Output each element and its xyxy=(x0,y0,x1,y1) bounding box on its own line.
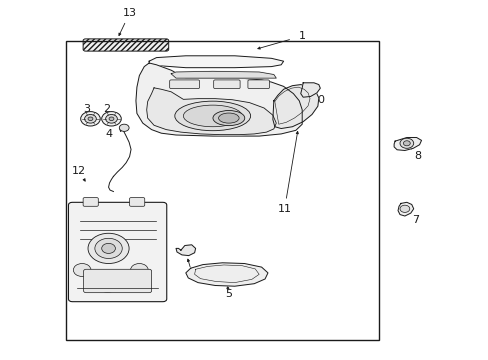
Text: 9: 9 xyxy=(163,82,169,92)
Polygon shape xyxy=(146,88,276,135)
FancyBboxPatch shape xyxy=(129,198,144,206)
Circle shape xyxy=(88,233,129,264)
Ellipse shape xyxy=(175,101,250,131)
Polygon shape xyxy=(393,138,421,150)
Polygon shape xyxy=(185,263,267,286)
Bar xyxy=(66,41,378,340)
FancyBboxPatch shape xyxy=(247,80,269,89)
Circle shape xyxy=(84,114,96,123)
Circle shape xyxy=(109,117,114,121)
Circle shape xyxy=(105,114,117,123)
Polygon shape xyxy=(149,56,283,68)
FancyBboxPatch shape xyxy=(213,80,240,89)
Text: 3: 3 xyxy=(83,104,90,114)
Circle shape xyxy=(267,83,275,89)
Text: 11: 11 xyxy=(277,204,291,214)
FancyBboxPatch shape xyxy=(83,198,98,206)
Circle shape xyxy=(95,238,122,258)
Text: 1: 1 xyxy=(298,31,305,41)
Text: 6: 6 xyxy=(189,272,196,282)
Polygon shape xyxy=(178,82,224,89)
FancyBboxPatch shape xyxy=(169,80,199,89)
Circle shape xyxy=(403,141,409,146)
Polygon shape xyxy=(171,71,276,78)
FancyBboxPatch shape xyxy=(68,202,166,302)
Circle shape xyxy=(73,264,91,276)
Polygon shape xyxy=(176,245,195,256)
Ellipse shape xyxy=(183,105,242,127)
Circle shape xyxy=(399,205,409,212)
Circle shape xyxy=(102,243,115,253)
Text: 2: 2 xyxy=(103,104,110,114)
FancyBboxPatch shape xyxy=(83,269,151,293)
Ellipse shape xyxy=(218,113,239,123)
FancyBboxPatch shape xyxy=(83,39,168,51)
Polygon shape xyxy=(397,202,413,216)
Circle shape xyxy=(130,264,148,276)
Ellipse shape xyxy=(213,111,244,126)
Circle shape xyxy=(81,112,100,126)
Text: 7: 7 xyxy=(411,215,418,225)
Text: 13: 13 xyxy=(122,8,136,18)
Text: 5: 5 xyxy=(225,289,232,299)
Circle shape xyxy=(399,138,413,148)
Text: 12: 12 xyxy=(72,166,86,176)
Polygon shape xyxy=(136,63,302,136)
Circle shape xyxy=(88,117,93,121)
Circle shape xyxy=(102,112,121,126)
Circle shape xyxy=(97,276,118,292)
Text: 4: 4 xyxy=(105,129,112,139)
Text: 10: 10 xyxy=(311,95,325,105)
Polygon shape xyxy=(300,83,320,97)
Circle shape xyxy=(119,124,129,131)
Text: 8: 8 xyxy=(414,150,421,161)
Polygon shape xyxy=(272,85,318,129)
